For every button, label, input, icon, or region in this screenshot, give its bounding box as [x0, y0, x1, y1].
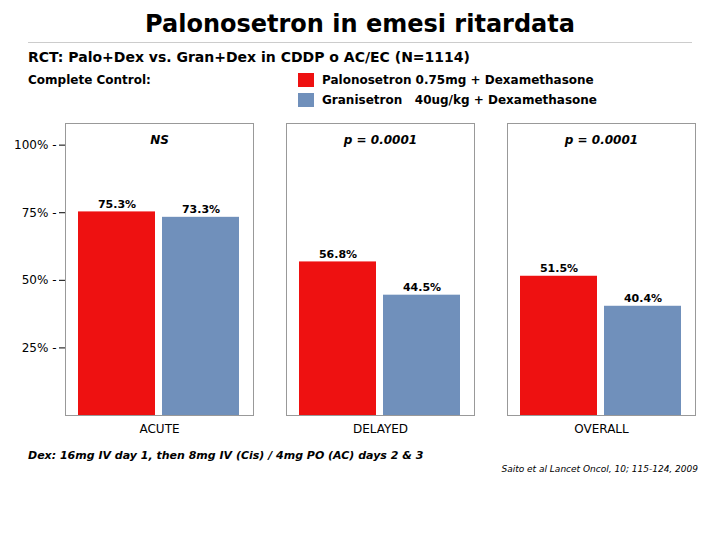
svg-text:73.3%: 73.3% [182, 203, 220, 216]
html-text:Granisetron 40ug/kg + Dexameth: Granisetron 40ug/kg + Dexamethasone [322, 93, 597, 107]
html-text:Dex: 16mg IV day 1, then 8mg I: Dex: 16mg IV day 1, then 8mg IV (Cis) / … [28, 449, 424, 462]
html-text:Palonosetron in emesi ritardat: Palonosetron in emesi ritardata [145, 10, 575, 38]
html-text:Saito et al Lancet Oncol, 10;: Saito et al Lancet Oncol, 10; 115-124, 2… [501, 464, 698, 474]
svg-text:56.8%: 56.8% [319, 248, 357, 261]
svg-text:DELAYED: DELAYED [353, 422, 408, 436]
svg-text:100% -: 100% - [14, 138, 56, 152]
html-text:RCT: Palo+Dex vs. Gran+Dex in: RCT: Palo+Dex vs. Gran+Dex in CDDP o AC/… [28, 49, 470, 65]
svg-text:75.3%: 75.3% [98, 198, 136, 211]
svg-text:51.5%: 51.5% [540, 262, 578, 275]
svg-text:NS: NS [150, 133, 169, 147]
html-text:Complete Control:: Complete Control: [28, 73, 151, 87]
svg-text:25% -: 25% - [22, 341, 57, 355]
svg-text:p = 0.0001: p = 0.0001 [343, 133, 417, 147]
svg-text:40.4%: 40.4% [624, 292, 662, 305]
svg-text:50% -: 50% - [22, 273, 57, 287]
svg-text:ACUTE: ACUTE [139, 422, 179, 436]
svg-text:75% -: 75% - [22, 206, 57, 220]
html-text:Palonosetron 0.75mg + Dexameth: Palonosetron 0.75mg + Dexamethasone [322, 73, 594, 87]
svg-text:p = 0.0001: p = 0.0001 [564, 133, 638, 147]
svg-text:OVERALL: OVERALL [574, 422, 629, 436]
svg-text:44.5%: 44.5% [403, 281, 441, 294]
